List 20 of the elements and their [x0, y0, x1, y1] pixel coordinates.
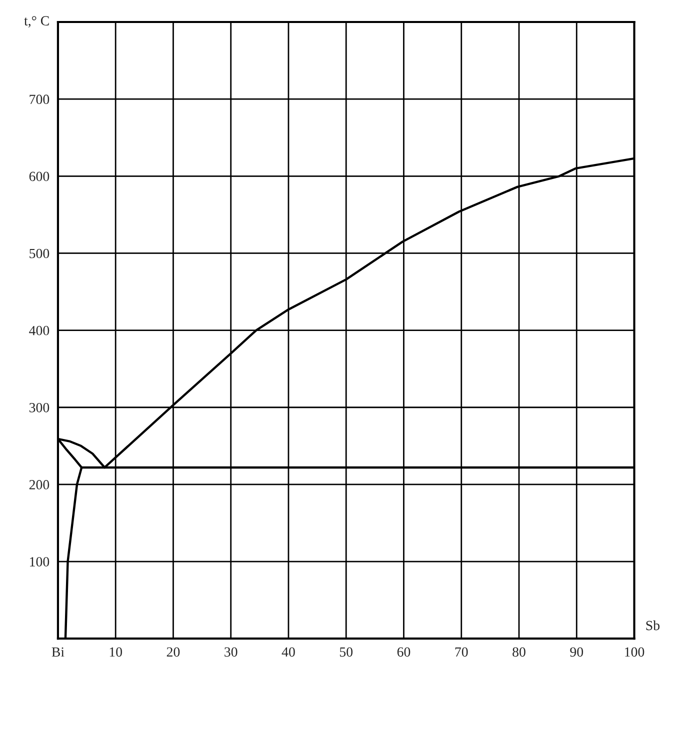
- x-axis-title: Sb: [646, 620, 660, 630]
- x-tick-label: Bi: [52, 647, 64, 657]
- y-tick-label: 400: [29, 326, 50, 336]
- y-tick-label: 200: [29, 480, 50, 490]
- y-tick-label: 500: [30, 248, 50, 258]
- x-tick-label: 60: [397, 647, 410, 657]
- x-tick-label: 30: [224, 647, 238, 657]
- x-tick-label: 50: [340, 647, 353, 657]
- x-tick-label: 40: [282, 647, 295, 657]
- y-tick-label: 300: [29, 402, 50, 412]
- y-tick-label: 100: [30, 557, 50, 566]
- y-tick-label: 600: [29, 172, 50, 182]
- x-tick-label: 80: [512, 647, 526, 657]
- x-tick-label: 10: [110, 647, 122, 657]
- x-tick-label: 90: [570, 647, 584, 657]
- x-tick-label: 20: [166, 647, 180, 657]
- x-tick-label: 100: [625, 647, 644, 657]
- y-axis-title: t,° C: [24, 16, 49, 28]
- x-tick-label: 70: [455, 647, 468, 657]
- y-tick-label: 700: [30, 94, 50, 104]
